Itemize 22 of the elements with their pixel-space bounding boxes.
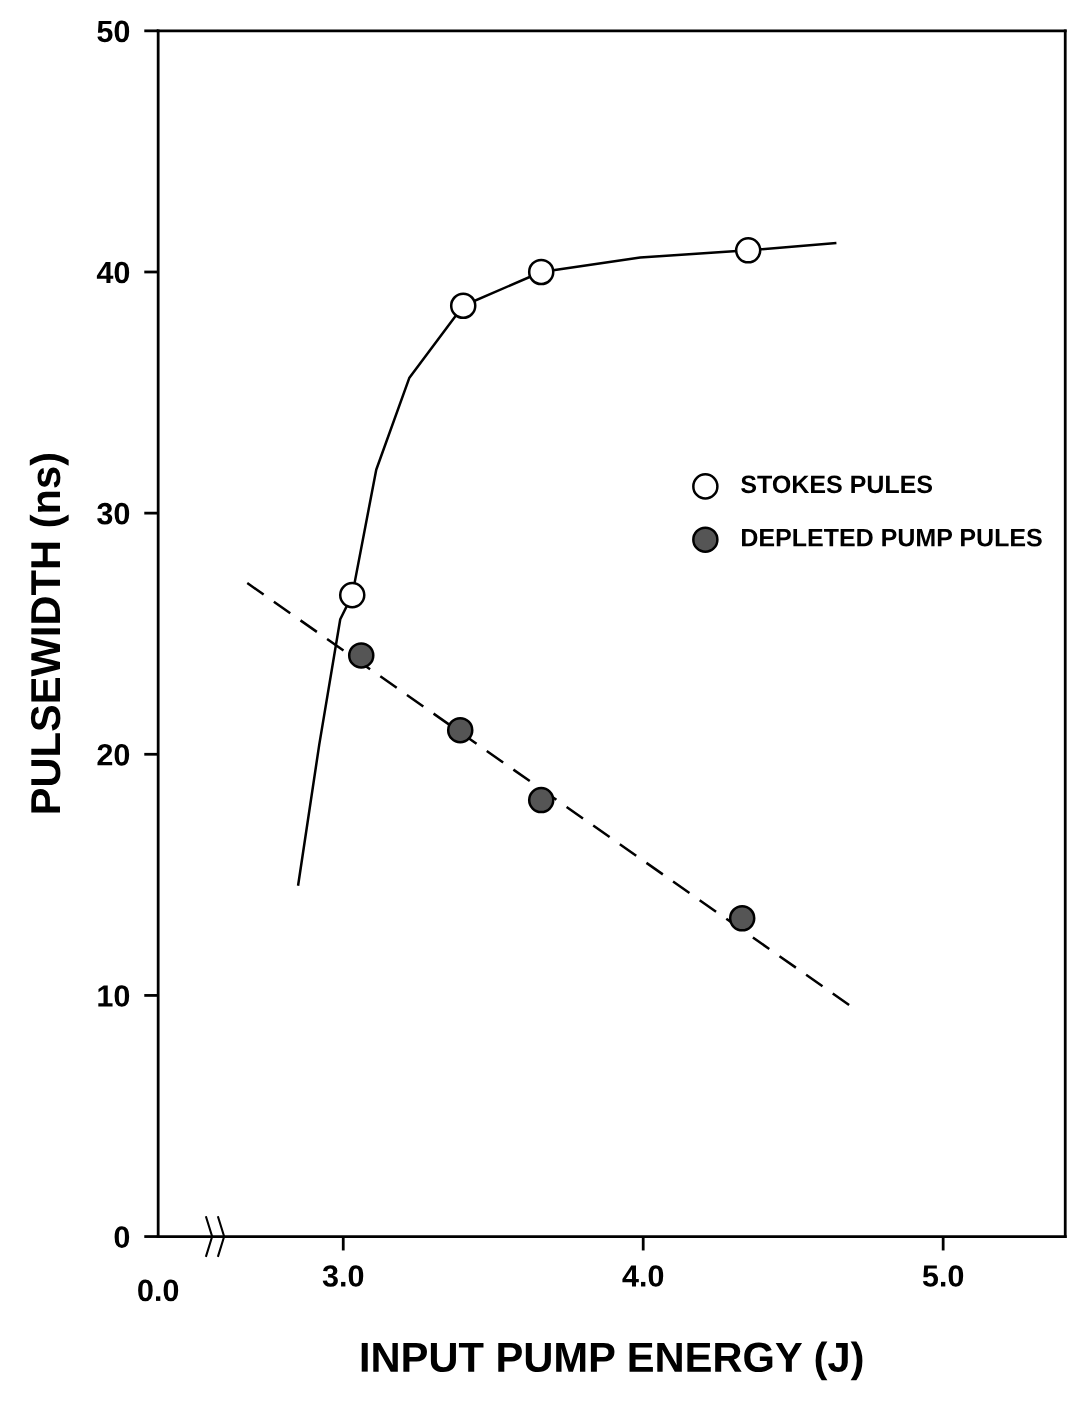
x-axis-title: INPUT PUMP ENERGY (J) xyxy=(361,1341,863,1381)
y-tick-label: 50 xyxy=(97,20,130,43)
legend-label: STOKES PULES xyxy=(741,475,933,494)
text: 0.0 xyxy=(138,1279,179,1302)
point xyxy=(338,581,366,609)
point xyxy=(347,642,375,669)
point xyxy=(728,904,756,932)
y-tick-label: 0 xyxy=(114,1226,130,1248)
y-axis-title: PULSEWIDTH (ns) xyxy=(29,454,69,813)
x-tick-label: 3.0 xyxy=(322,1265,364,1287)
y-tick-label: 10 xyxy=(98,985,130,1007)
y-tick-label: 40 xyxy=(96,261,130,284)
y-tick-label: 20 xyxy=(97,744,130,766)
point xyxy=(527,258,555,286)
point xyxy=(449,292,477,320)
x-tick-label: 4.0 xyxy=(622,1265,664,1287)
x-tick-label: 5.0 xyxy=(922,1265,964,1287)
point xyxy=(446,716,474,744)
legend-label: DEPLETED PUMP PULES xyxy=(742,528,1042,547)
y-tick-label: 30 xyxy=(97,502,130,525)
point xyxy=(527,786,555,814)
point xyxy=(734,237,762,264)
